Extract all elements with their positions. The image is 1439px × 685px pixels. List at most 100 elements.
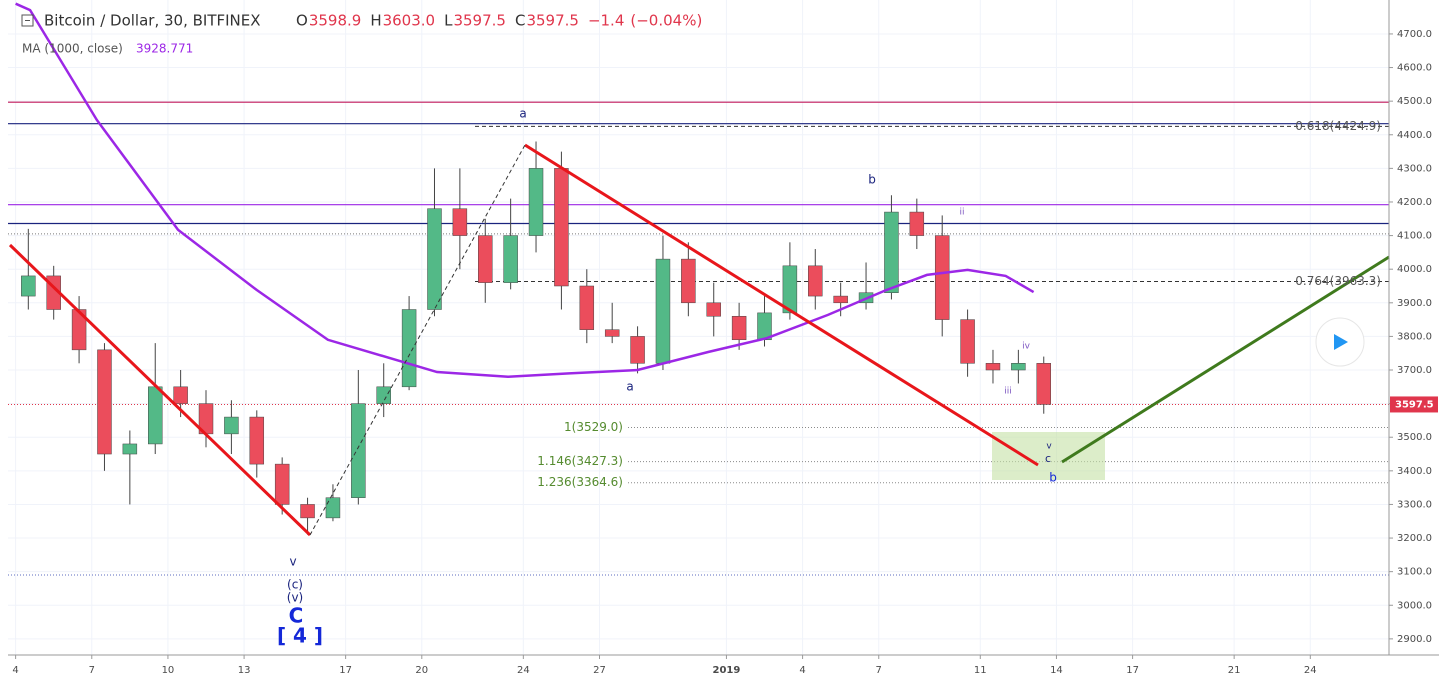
- candle-body: [148, 386, 163, 445]
- y-tick-label: 3900.0: [1397, 298, 1432, 309]
- trendline: [524, 143, 1039, 467]
- ma-line: [15, 2, 1035, 378]
- candle-body: [21, 275, 36, 297]
- candle-body: [249, 416, 265, 465]
- ma-value: 3928.771: [136, 42, 193, 56]
- trendline: [1061, 255, 1390, 464]
- ohlc-key: O: [296, 12, 308, 30]
- x-tick-label: 2019: [713, 665, 741, 676]
- x-tick-label: 10: [162, 665, 175, 676]
- axes: 2900.0 3000.0 3100.0 3200.0 3300.0 3400.0 3500…: [12, 29, 1438, 676]
- candle-body: [274, 463, 290, 505]
- candle-body: [1011, 363, 1026, 371]
- candle-body: [630, 336, 645, 364]
- annotations: 0.618(4424.9) 0.764(3963.3) 1(3529.0) 1.146…: [277, 107, 1381, 648]
- candle-body: [325, 497, 341, 519]
- wave-label: iii: [1004, 387, 1012, 397]
- candle-body: [655, 258, 671, 364]
- y-tick-label: 3800.0: [1397, 331, 1432, 342]
- candle-body: [731, 315, 747, 341]
- candle-body: [122, 443, 138, 455]
- x-tick-label: 11: [974, 665, 987, 676]
- y-tick-label: 3500.0: [1397, 432, 1432, 443]
- wave-label: a: [626, 380, 633, 394]
- ma-layer: [15, 2, 1035, 378]
- y-tick-label: 3400.0: [1397, 466, 1432, 477]
- y-tick-label: 3700.0: [1397, 365, 1432, 376]
- fib-label: 0.764(3963.3): [1295, 274, 1381, 288]
- candle-body: [579, 285, 595, 330]
- trendlines: [8, 143, 1390, 537]
- ohlc-value: 3597.5: [526, 12, 579, 30]
- ohlc-value: 3598.9: [309, 12, 362, 30]
- candle-body: [528, 168, 544, 236]
- fib-label: 1.146(3427.3): [537, 454, 623, 468]
- candle-body: [909, 211, 925, 236]
- candle-body: [934, 235, 950, 320]
- x-tick-label: 4: [799, 665, 805, 676]
- candles: [21, 141, 1051, 535]
- candle-body: [427, 208, 442, 310]
- candle-body: [97, 349, 112, 455]
- levels: [8, 101, 1389, 576]
- symbol-title: Bitcoin / Dollar, 30, BITFINEX: [44, 12, 261, 30]
- y-tick-label: 4100.0: [1397, 231, 1432, 242]
- wave-label: (v): [287, 591, 303, 605]
- price-tag: [1390, 396, 1438, 413]
- trendline: [309, 144, 526, 536]
- candle-body: [554, 168, 569, 287]
- wave-label: a: [519, 107, 526, 121]
- y-tick-label: 3300.0: [1397, 499, 1432, 510]
- trendline: [8, 243, 312, 537]
- candle-body: [960, 319, 975, 364]
- candle-body: [452, 208, 468, 236]
- candle-body: [224, 416, 239, 435]
- candle-body: [376, 386, 391, 404]
- x-tick-label: 13: [238, 665, 251, 676]
- x-tick-label: 27: [593, 665, 606, 676]
- ohlc-value: 3597.5: [453, 12, 506, 30]
- y-tick-label: 2900.0: [1397, 634, 1432, 645]
- candle-body: [173, 386, 188, 404]
- y-tick-label: 4500.0: [1397, 96, 1432, 107]
- candle-body: [706, 302, 721, 317]
- x-tick-label: 7: [89, 665, 95, 676]
- x-tick-label: 7: [876, 665, 882, 676]
- legend: Bitcoin / Dollar, 30, BITFINEX O 3598.9 H 3…: [21, 12, 702, 56]
- x-tick-label: 14: [1050, 665, 1063, 676]
- ohlc-key: C: [515, 12, 525, 30]
- wave-label: b: [1049, 471, 1057, 485]
- change-pct: (−0.04%): [630, 12, 702, 30]
- x-tick-label: 24: [517, 665, 530, 676]
- price-tag-label: 3597.5: [1395, 399, 1434, 410]
- play-icon: [1334, 334, 1348, 350]
- x-tick-label: 20: [415, 665, 428, 676]
- candle-body: [401, 309, 417, 388]
- ohlc-value: 3603.0: [383, 12, 436, 30]
- candle-body: [681, 258, 696, 304]
- y-tick-label: 4700.0: [1397, 29, 1432, 40]
- wave-label: iv: [1022, 342, 1031, 352]
- collapse-button[interactable]: [21, 14, 34, 27]
- wave-label: ii: [959, 208, 964, 218]
- candle-body: [884, 211, 899, 293]
- candle-body: [808, 265, 823, 297]
- candle-body: [604, 329, 620, 337]
- ohlc-key: H: [370, 12, 381, 30]
- candle-body: [351, 403, 366, 498]
- candle-body: [300, 504, 315, 519]
- grid: [8, 0, 1389, 655]
- candle-body: [71, 309, 87, 351]
- y-tick-label: 4000.0: [1397, 264, 1432, 275]
- y-tick-label: 4200.0: [1397, 197, 1432, 208]
- target-zone: [992, 432, 1105, 480]
- candle-body: [782, 265, 798, 314]
- y-tick-label: 4600.0: [1397, 63, 1432, 74]
- candle-body: [1036, 363, 1051, 405]
- candle-body: [833, 295, 848, 304]
- y-tick-label: 3100.0: [1397, 567, 1432, 578]
- x-tick-label: 21: [1228, 665, 1241, 676]
- y-tick-label: 3200.0: [1397, 533, 1432, 544]
- x-tick-label: 24: [1304, 665, 1317, 676]
